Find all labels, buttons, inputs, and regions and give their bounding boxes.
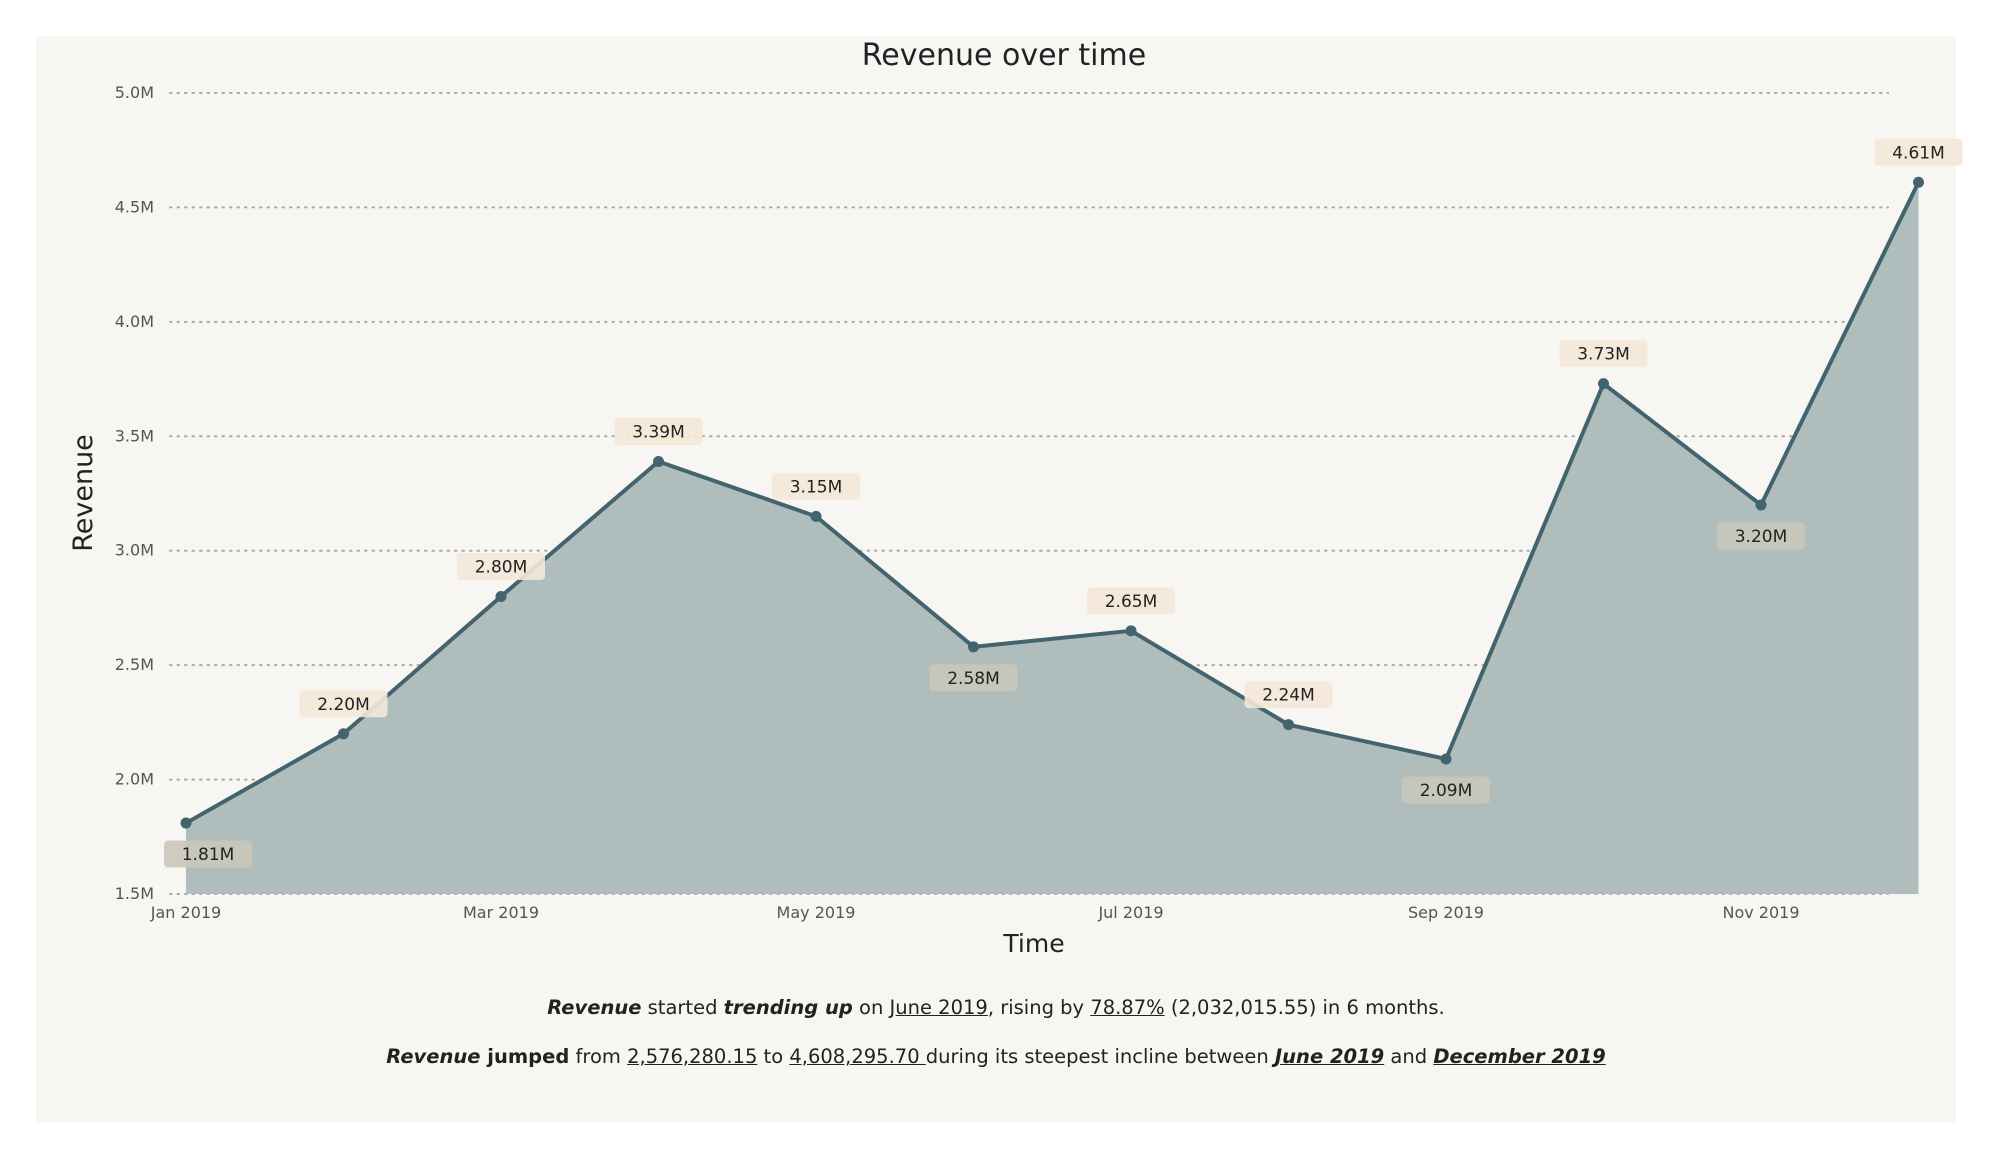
insight-trend: trending up	[723, 996, 853, 1019]
data-label-bg	[929, 664, 1018, 692]
chart-title: Revenue over time	[862, 38, 1146, 73]
insight-text: and	[1384, 1045, 1434, 1068]
data-point	[495, 590, 507, 602]
data-label: 2.20M	[317, 695, 370, 715]
data-point	[1755, 499, 1767, 511]
insight-text: to	[757, 1045, 790, 1068]
insight-line-2: Revenue jumped from 2,576,280.15 to 4,60…	[36, 1045, 1956, 1068]
x-axis-ticks: Jan 2019 Mar 2019 May 2019 Jul 2019 Sep 2019…	[150, 903, 1800, 922]
data-point	[1125, 625, 1137, 637]
data-label-bg	[1559, 340, 1648, 368]
data-point	[1283, 719, 1294, 731]
y-tick-label: 4.5M	[115, 197, 154, 216]
data-labels: 1.81M 2.20M 2.80M 3.39M 3.15M 2.58M 2.65M 2.24M…	[164, 138, 1963, 868]
x-tick-label: Jul 2019	[1097, 903, 1163, 922]
data-label-bg	[772, 472, 860, 500]
x-tick-label: Mar 2019	[463, 903, 539, 922]
data-label-bg	[1717, 522, 1805, 550]
data-label-bg	[164, 840, 252, 868]
data-label: 2.24M	[1262, 686, 1315, 706]
insight-start-date: June 2019	[1274, 1045, 1385, 1068]
x-axis-title: Time	[1002, 929, 1064, 958]
insight-percent: 78.87%	[1090, 996, 1165, 1019]
insight-date: June 2019	[889, 996, 988, 1019]
data-label-bg	[1087, 587, 1175, 615]
data-label: 4.61M	[1892, 143, 1945, 163]
data-label: 1.81M	[182, 845, 235, 865]
data-label: 3.15M	[790, 477, 843, 497]
area-series	[185, 181, 1921, 895]
y-axis-ticks: 1.5M 2.0M 2.5M 3.0M 3.5M 4.0M 4.5M 5.0M	[115, 83, 154, 903]
data-point	[338, 728, 349, 740]
insight-from-value: 2,576,280.15	[627, 1045, 758, 1068]
data-label-bg	[299, 690, 388, 718]
y-tick-label: 5.0M	[115, 83, 154, 102]
data-point	[810, 510, 822, 522]
data-label: 3.73M	[1577, 345, 1630, 365]
data-point	[653, 455, 664, 467]
insight-to-value: 4,608,295.70	[789, 1045, 926, 1068]
x-tick-label: Nov 2019	[1722, 903, 1799, 922]
insight-text: from	[569, 1045, 628, 1068]
data-label-bg	[614, 417, 703, 445]
data-label: 3.20M	[1735, 527, 1788, 547]
insight-verb: jumped	[480, 1045, 570, 1068]
insight-text: , rising by	[987, 996, 1091, 1019]
data-label: 2.09M	[1420, 781, 1473, 801]
y-tick-label: 3.5M	[115, 426, 154, 445]
insight-text: on	[852, 996, 890, 1019]
insight-end-date: December 2019	[1433, 1045, 1606, 1068]
data-point	[180, 817, 192, 829]
area-fill	[186, 182, 1919, 895]
y-tick-label: 1.5M	[115, 884, 154, 903]
y-tick-label: 2.5M	[115, 655, 154, 674]
insight-text: started	[641, 996, 724, 1019]
data-point	[1598, 378, 1609, 390]
insight-metric: Revenue	[386, 1045, 481, 1068]
x-tick-label: May 2019	[777, 903, 856, 922]
insight-line-1: Revenue started trending up on June 2019…	[36, 996, 1956, 1019]
data-label: 2.80M	[475, 557, 528, 577]
insight-text: during its steepest incline between	[925, 1045, 1275, 1068]
insight-metric: Revenue	[547, 996, 642, 1019]
data-point	[968, 641, 979, 653]
data-label-bg	[1244, 681, 1333, 709]
x-tick-label: Sep 2019	[1408, 903, 1484, 922]
data-points	[180, 176, 1924, 829]
data-label: 3.39M	[632, 422, 685, 442]
y-axis-title: Revenue	[68, 434, 99, 552]
y-tick-label: 2.0M	[115, 770, 154, 789]
series-line	[185, 181, 1921, 825]
data-point	[1440, 753, 1452, 765]
data-label-bg	[1874, 138, 1963, 166]
data-label: 2.65M	[1105, 592, 1158, 612]
data-point	[1913, 176, 1924, 188]
data-label-bg	[1402, 776, 1490, 804]
x-tick-label: Jan 2019	[150, 903, 221, 922]
y-tick-label: 3.0M	[115, 541, 154, 560]
data-label-bg	[457, 552, 545, 580]
insight-text: (2,032,015.55) in 6 months.	[1164, 996, 1445, 1019]
y-tick-label: 4.0M	[115, 312, 154, 331]
data-label: 2.58M	[947, 669, 1000, 689]
